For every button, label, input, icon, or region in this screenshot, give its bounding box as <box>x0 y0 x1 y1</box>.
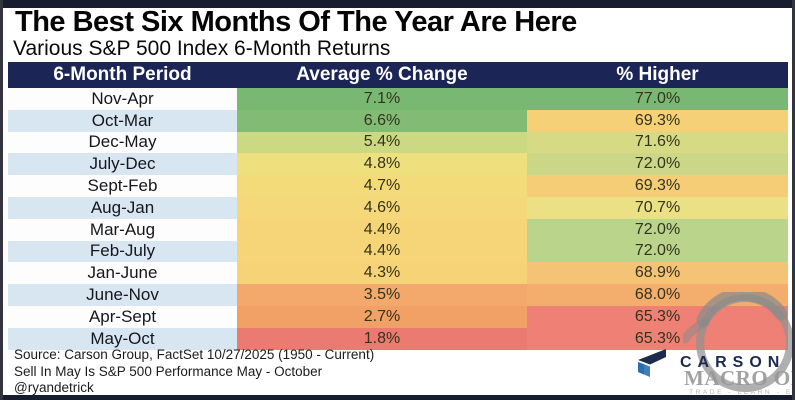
pct-higher-cell: 70.7% <box>527 196 788 219</box>
note-line: Sell In May Is S&P 500 Performance May -… <box>14 363 323 379</box>
period-cell: Aug-Jan <box>8 196 237 219</box>
period-cell: Dec-May <box>8 131 237 154</box>
avg-change-cell: 4.4% <box>237 240 527 263</box>
header-avg-change: Average % Change <box>296 64 468 85</box>
period-cell: May-Oct <box>8 327 237 350</box>
page-subtitle: Various S&P 500 Index 6-Month Returns <box>13 37 391 60</box>
macro-ops-logo-text: MACRO OPS <box>684 366 792 390</box>
pct-higher-cell: 69.3% <box>527 109 788 132</box>
avg-change-cell: 3.5% <box>237 284 527 306</box>
pct-higher-cell: 68.9% <box>527 262 788 285</box>
avg-change-cell: 4.8% <box>237 153 527 176</box>
period-cell: Feb-July <box>8 240 237 263</box>
pct-higher-cell: 68.0% <box>527 284 788 306</box>
table-row: Jan-June 4.3% 68.9% <box>8 262 788 285</box>
source-footer: Source: Carson Group, FactSet 10/27/2025… <box>14 347 374 397</box>
table-row: Dec-May 5.4% 71.6% <box>8 131 788 154</box>
returns-table: 6-Month Period Average % Change % Higher… <box>8 62 788 350</box>
table-header-row: 6-Month Period Average % Change % Higher <box>8 62 788 88</box>
avg-change-cell: 2.7% <box>237 305 527 328</box>
pct-higher-cell: 71.6% <box>527 131 788 154</box>
period-cell: Jan-June <box>8 262 237 285</box>
header-pct-higher: % Higher <box>616 64 699 85</box>
period-cell: Mar-Aug <box>8 218 237 241</box>
macro-ops-tagline: TRADE - LEARN - EVOLVE <box>689 389 793 396</box>
period-cell: Sept-Feb <box>8 175 237 197</box>
table-row: Sept-Feb 4.7% 69.3% <box>8 175 788 197</box>
avg-change-cell: 5.4% <box>237 131 527 154</box>
period-cell: July-Dec <box>8 153 237 176</box>
avg-change-cell: 7.1% <box>237 88 527 110</box>
avg-change-cell: 4.4% <box>237 218 527 241</box>
carson-logo-text: CARSON <box>680 354 786 371</box>
period-cell: Apr-Sept <box>8 305 237 328</box>
author-handle: @ryandetrick <box>14 380 94 395</box>
table-row: Mar-Aug 4.4% 72.0% <box>8 218 788 241</box>
table-row: June-Nov 3.5% 68.0% <box>8 284 788 306</box>
period-cell: Oct-Mar <box>8 109 237 132</box>
avg-change-cell: 4.3% <box>237 262 527 285</box>
pct-higher-cell: 77.0% <box>527 88 788 110</box>
pct-higher-cell: 72.0% <box>527 240 788 263</box>
avg-change-cell: 4.7% <box>237 175 527 197</box>
period-cell: Nov-Apr <box>8 88 237 110</box>
table-row: July-Dec 4.8% 72.0% <box>8 153 788 176</box>
pct-higher-cell: 69.3% <box>527 175 788 197</box>
pct-higher-cell: 65.3% <box>527 327 788 350</box>
bottom-frame-bar <box>3 395 792 400</box>
pct-higher-cell: 72.0% <box>527 218 788 241</box>
source-line: Source: Carson Group, FactSet 10/27/2025… <box>14 347 375 362</box>
page-title: The Best Six Months Of The Year Are Here <box>15 6 577 38</box>
pct-higher-cell: 72.0% <box>527 153 788 176</box>
carson-icon <box>638 349 666 377</box>
pct-higher-cell: 65.3% <box>527 305 788 328</box>
avg-change-cell: 1.8% <box>237 327 527 350</box>
avg-change-cell: 6.6% <box>237 109 527 132</box>
table-row: Aug-Jan 4.6% 70.7% <box>8 196 788 219</box>
header-period: 6-Month Period <box>53 64 192 85</box>
table-row: Nov-Apr 7.1% 77.0% <box>8 88 788 110</box>
table-row: Apr-Sept 2.7% 65.3% <box>8 305 788 328</box>
table-row: Feb-July 4.4% 72.0% <box>8 240 788 263</box>
period-cell: June-Nov <box>8 284 237 306</box>
avg-change-cell: 4.6% <box>237 196 527 219</box>
top-frame-bar <box>3 0 792 8</box>
table-row: Oct-Mar 6.6% 69.3% <box>8 109 788 132</box>
carson-logo: CARSON <box>633 348 785 378</box>
